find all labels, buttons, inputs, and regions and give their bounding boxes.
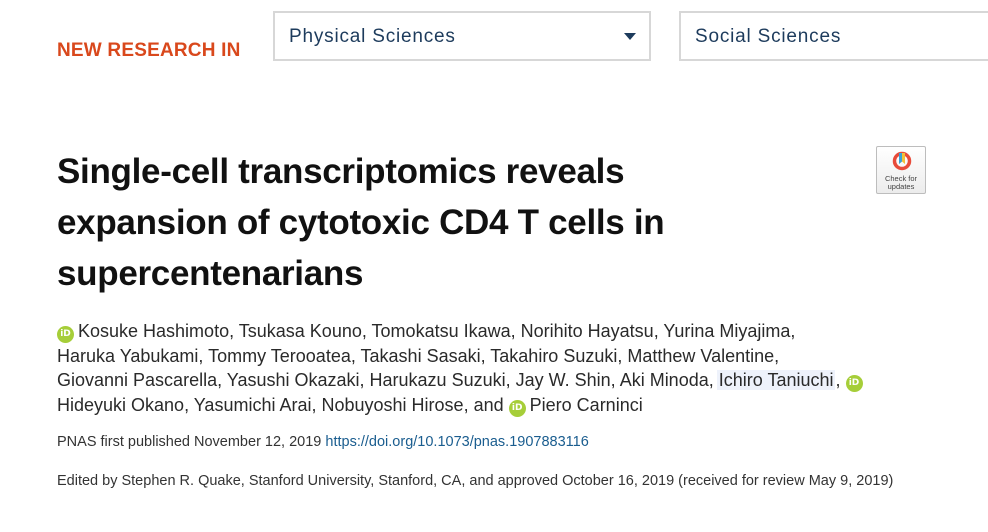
author-link[interactable]: Yurina Miyajima [663,321,791,341]
author-link[interactable]: Nobuyoshi Hirose [321,394,464,415]
author-link[interactable]: Jay W. Shin [515,370,611,390]
author-link[interactable]: Tomokatsu Ikawa [371,321,511,341]
author-link[interactable]: Tsukasa Kouno [238,321,362,341]
author-list: iD Kosuke Hashimoto, Tsukasa Kouno, Tomok… [57,319,927,417]
editor-note: Edited by Stephen R. Quake, Stanford Uni… [57,473,894,489]
section-label: NEW RESEARCH IN [57,40,241,61]
and-word: and [473,394,504,415]
author-link[interactable]: Piero Carninci [529,394,643,415]
author-link[interactable]: Kosuke Hashimoto [78,321,230,341]
author-link[interactable]: Norihito Hayatsu [520,321,654,341]
orcid-icon[interactable]: iD [57,326,74,343]
physical-sciences-select-value: Physical Sciences [289,26,456,47]
check-for-updates-label: Check for updates [884,174,918,191]
author-link[interactable]: Yasumichi Arai [193,394,312,415]
author-link[interactable]: Yasushi Okazaki [226,370,360,390]
social-sciences-select-value: Social Sciences [695,26,842,47]
author-link[interactable]: Takashi Sasaki [360,345,481,366]
orcid-icon[interactable]: iD [845,375,863,392]
author-link[interactable]: Matthew Valentine [627,345,775,366]
doi-link[interactable]: https://doi.org/10.1073/pnas.1907883116 [325,434,589,450]
publication-info: PNAS first published November 12, 2019 h… [57,432,957,452]
author-link[interactable]: Hideyuki Okano [57,394,185,415]
physical-sciences-select[interactable]: Physical Sciences [273,11,651,61]
author-link[interactable]: Haruka Yabukami [57,345,199,366]
author-link[interactable]: Tommy Terooatea [208,345,351,366]
author-link[interactable]: Takahiro Suzuki [490,345,618,366]
article-title: Single-cell transcriptomics reveals expa… [57,152,665,293]
check-for-updates-button[interactable]: Check for updates [876,146,926,194]
author-link[interactable]: Ichiro Taniuchi [716,370,836,390]
author-link[interactable]: Aki Minoda [619,370,709,390]
caret-down-icon [624,33,636,40]
social-sciences-select[interactable]: Social Sciences [679,11,988,61]
author-link[interactable]: Harukazu Suzuki [369,370,506,390]
published-date: PNAS first published November 12, 2019 [57,434,322,450]
crossmark-icon [892,151,912,171]
author-link[interactable]: Giovanni Pascarella [57,370,218,390]
orcid-icon[interactable]: iD [508,399,526,417]
